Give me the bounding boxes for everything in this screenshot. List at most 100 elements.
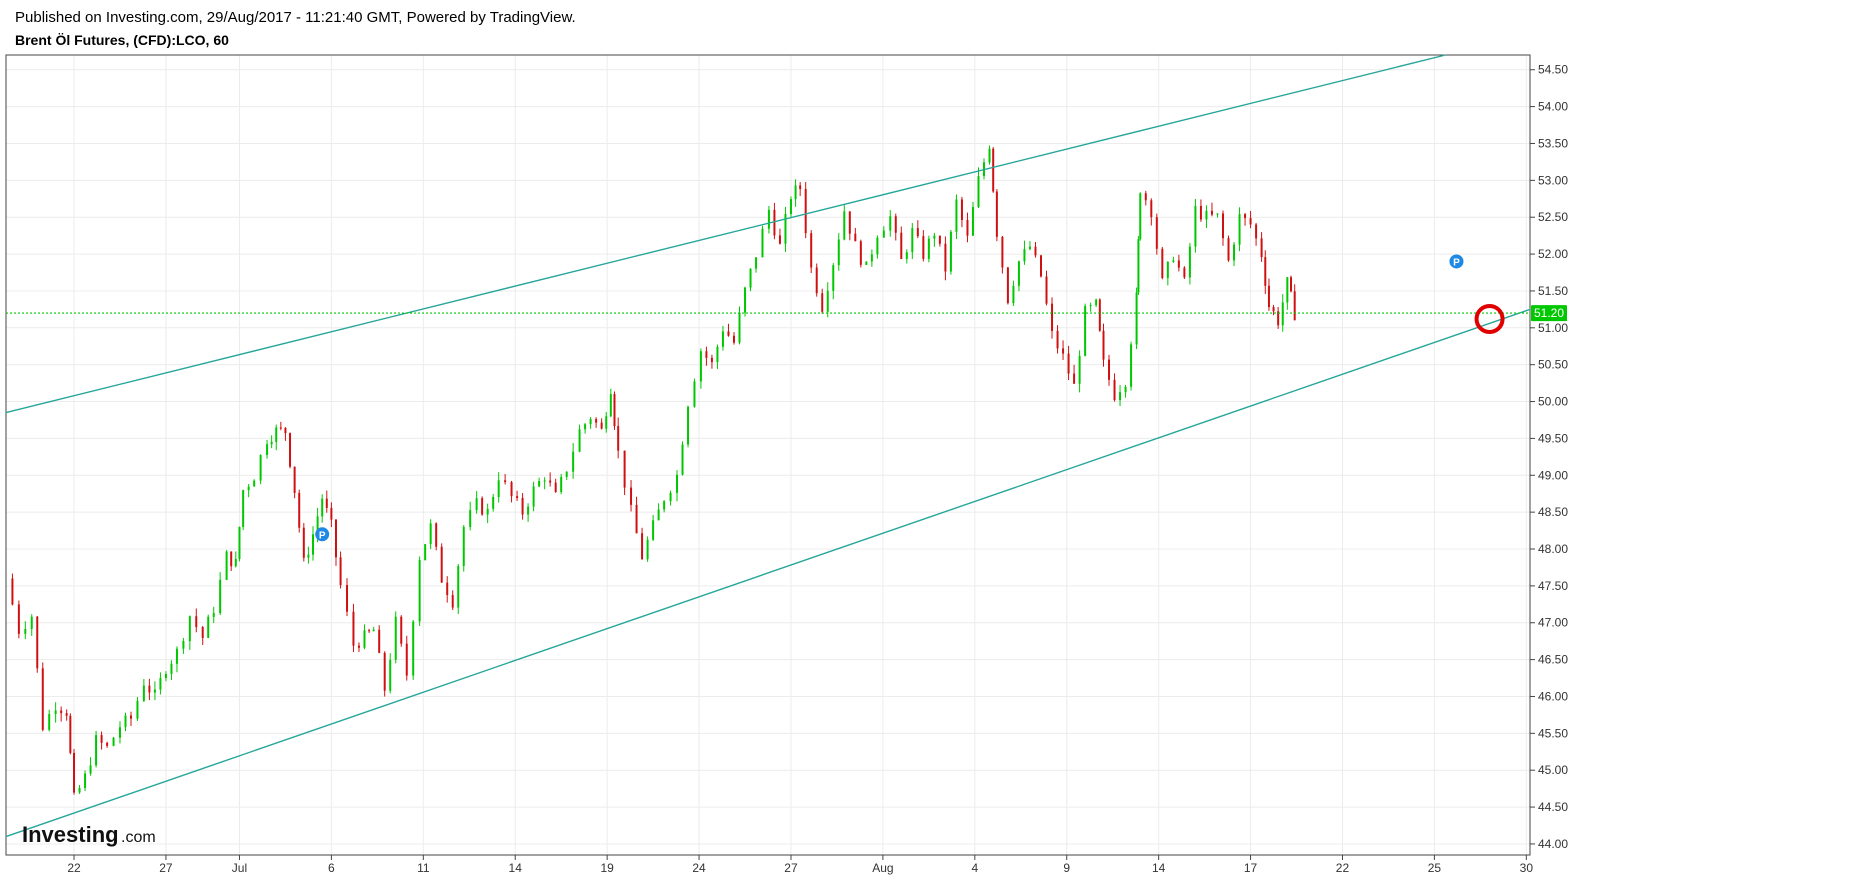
candle-body — [195, 616, 198, 628]
pivot-marker-icon — [315, 527, 330, 542]
candle-body — [170, 663, 173, 674]
candle-body — [36, 616, 39, 669]
investing-logo: Investing .com — [22, 822, 156, 847]
candle-body — [429, 523, 432, 545]
candle-body — [859, 241, 862, 265]
candle-body — [681, 444, 684, 475]
x-tick-label: 25 — [1428, 861, 1442, 875]
x-tick-label: 11 — [417, 861, 430, 875]
candle-body — [832, 265, 835, 291]
candle-body — [911, 228, 914, 253]
candle-body — [405, 643, 408, 676]
candle-body — [289, 433, 292, 467]
candle-body — [1139, 193, 1142, 240]
candle-body — [789, 199, 792, 215]
candle-body — [572, 451, 575, 472]
candle-body — [142, 685, 145, 701]
candle-body — [578, 429, 581, 452]
candle-body — [1166, 261, 1169, 279]
candle-body — [136, 700, 139, 719]
y-tick-label: 49.50 — [1538, 431, 1568, 445]
candle-body — [389, 659, 392, 691]
candle-body — [219, 579, 222, 614]
candle-body — [617, 426, 620, 451]
pivot-markers[interactable]: PP — [315, 254, 1464, 542]
candle-body — [100, 735, 103, 743]
plot-frame — [5, 54, 1531, 856]
candle-body — [1084, 305, 1087, 356]
candle-body — [1113, 379, 1116, 401]
candle-body — [922, 236, 925, 259]
candle-body — [1012, 285, 1015, 304]
y-tick-label: 51.00 — [1538, 321, 1568, 335]
candle-body — [955, 199, 958, 232]
candle-body — [307, 554, 310, 558]
candle-body — [778, 235, 781, 244]
trendline — [5, 308, 1531, 838]
candle-body — [424, 544, 427, 561]
candle-body — [238, 526, 241, 559]
candle-body — [565, 471, 568, 477]
candle-body — [1205, 210, 1208, 220]
candle-body — [560, 476, 563, 493]
candle-body — [595, 419, 598, 423]
candle-body — [865, 261, 868, 265]
candle-body — [738, 312, 741, 343]
candle-body — [11, 578, 14, 605]
candle-body — [302, 527, 305, 558]
highlight-circle — [1474, 303, 1505, 334]
x-tick-label: 9 — [1063, 861, 1070, 875]
x-tick-label: 24 — [692, 861, 706, 875]
candle-body — [1172, 260, 1175, 262]
trendlines[interactable] — [5, 54, 1531, 838]
candlesticks — [11, 145, 1296, 795]
candle-body — [710, 357, 713, 363]
grid — [6, 55, 1530, 855]
candle-body — [510, 482, 513, 497]
candle-body — [1238, 214, 1241, 245]
y-tick-label: 44.00 — [1538, 837, 1568, 851]
candle-body — [900, 232, 903, 260]
candle-body — [330, 507, 333, 520]
y-tick-label: 49.00 — [1538, 468, 1568, 482]
candle-body — [584, 424, 587, 430]
candle-body — [905, 252, 908, 260]
y-tick-label: 54.00 — [1538, 100, 1568, 114]
candle-body — [1260, 238, 1263, 258]
candle-body — [481, 498, 484, 515]
candle-body — [554, 482, 557, 493]
candle-body — [988, 148, 991, 163]
candle-body — [1028, 246, 1031, 250]
candle-body — [641, 533, 644, 560]
y-tick-label: 51.50 — [1538, 284, 1568, 298]
candle-body — [1183, 267, 1186, 278]
candle-body — [497, 480, 500, 498]
candle-body — [1290, 277, 1293, 292]
candle-body — [148, 685, 151, 693]
y-tick-label: 46.00 — [1538, 689, 1568, 703]
x-tick-label: 27 — [159, 861, 173, 875]
candle-body — [153, 689, 156, 693]
candle-body — [949, 231, 952, 272]
candle-body — [543, 480, 546, 482]
candle-body — [605, 416, 608, 429]
candle-body — [916, 228, 919, 237]
candle-body — [1078, 355, 1081, 384]
candle-body — [106, 742, 109, 746]
candle-body — [95, 735, 98, 766]
candle-body — [527, 506, 530, 515]
candle-body — [357, 645, 360, 648]
candle-body — [504, 480, 507, 483]
candle-body — [69, 715, 72, 753]
candle-body — [207, 616, 210, 638]
candle-body — [799, 185, 802, 189]
candle-body — [383, 652, 386, 691]
candle-body — [676, 474, 679, 493]
candle-body — [687, 406, 690, 445]
candle-body — [882, 230, 885, 238]
candle-body — [247, 486, 250, 491]
candle-body — [848, 211, 851, 234]
candle-body — [1098, 299, 1101, 331]
candle-body — [1130, 344, 1133, 387]
